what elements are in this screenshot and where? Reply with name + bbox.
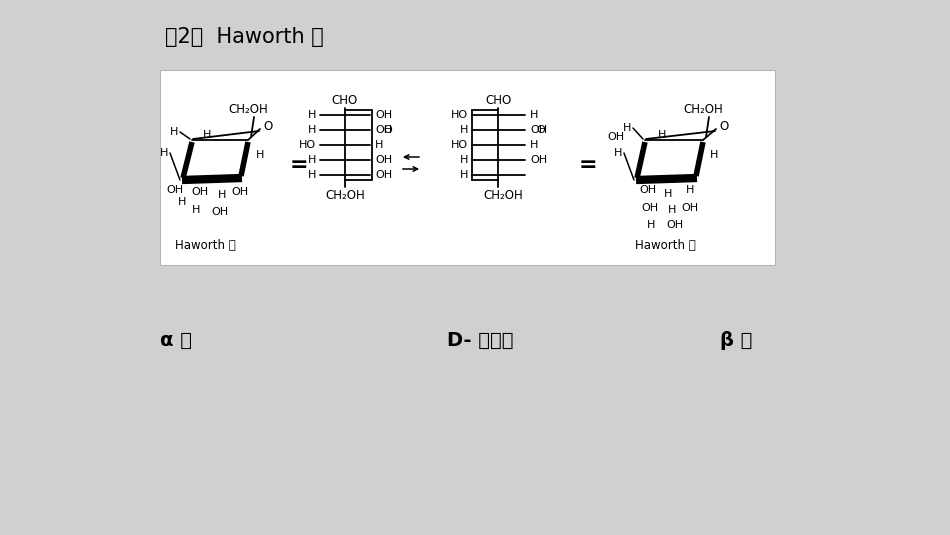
- Text: （2）  Haworth 式: （2） Haworth 式: [165, 27, 324, 47]
- Text: H: H: [460, 170, 468, 180]
- Text: H: H: [218, 190, 226, 200]
- Text: H: H: [530, 140, 539, 150]
- Text: H: H: [160, 148, 168, 158]
- Text: H: H: [308, 110, 316, 120]
- Text: H: H: [308, 170, 316, 180]
- Text: H: H: [192, 205, 200, 215]
- Text: HO: HO: [299, 140, 316, 150]
- Text: OH: OH: [166, 185, 183, 195]
- Text: CHO: CHO: [484, 94, 511, 106]
- Text: OH: OH: [375, 155, 392, 165]
- Text: H: H: [460, 155, 468, 165]
- Text: O: O: [536, 125, 544, 135]
- Text: OH: OH: [681, 203, 698, 213]
- Text: HO: HO: [451, 140, 468, 150]
- Text: H: H: [614, 148, 622, 158]
- Text: OH: OH: [375, 170, 392, 180]
- Text: OH: OH: [212, 207, 229, 217]
- Text: H: H: [178, 197, 186, 207]
- Text: H: H: [375, 140, 384, 150]
- Text: HO: HO: [451, 110, 468, 120]
- Text: O: O: [719, 119, 729, 133]
- Text: OH: OH: [530, 155, 547, 165]
- Text: CH₂OH: CH₂OH: [325, 188, 365, 202]
- Text: β 型: β 型: [720, 331, 752, 349]
- Text: CH₂OH: CH₂OH: [484, 188, 522, 202]
- Text: O: O: [263, 119, 273, 133]
- Text: OH: OH: [639, 185, 656, 195]
- Text: OH: OH: [607, 132, 624, 142]
- Bar: [160, 70, 775, 265]
- Text: H: H: [308, 155, 316, 165]
- Text: Haworth 式: Haworth 式: [635, 239, 695, 251]
- Text: H: H: [530, 110, 539, 120]
- Text: OH: OH: [232, 187, 249, 197]
- Text: α 型: α 型: [160, 331, 192, 349]
- Text: H: H: [256, 150, 264, 160]
- Text: H: H: [710, 150, 718, 160]
- Text: OH: OH: [375, 125, 392, 135]
- Text: Haworth 式: Haworth 式: [175, 239, 236, 251]
- Text: CHO: CHO: [332, 94, 358, 106]
- Text: OH: OH: [375, 110, 392, 120]
- Text: =: =: [290, 155, 309, 175]
- Text: OH: OH: [530, 125, 547, 135]
- Text: =: =: [579, 155, 598, 175]
- Text: H: H: [308, 125, 316, 135]
- Text: OH: OH: [667, 220, 684, 230]
- Text: O: O: [383, 125, 391, 135]
- Text: CH₂OH: CH₂OH: [683, 103, 723, 116]
- Text: H: H: [647, 220, 656, 230]
- Text: H: H: [686, 185, 694, 195]
- Text: H: H: [622, 123, 631, 133]
- Text: H: H: [202, 130, 211, 140]
- Text: OH: OH: [192, 187, 209, 197]
- Text: D- 葡萄糖: D- 葡萄糖: [446, 331, 513, 349]
- Text: OH: OH: [641, 203, 658, 213]
- Text: H: H: [657, 130, 666, 140]
- Text: H: H: [664, 189, 673, 199]
- Text: CH₂OH: CH₂OH: [228, 103, 268, 116]
- Text: H: H: [170, 127, 178, 137]
- Text: H: H: [668, 205, 676, 215]
- Text: H: H: [460, 125, 468, 135]
